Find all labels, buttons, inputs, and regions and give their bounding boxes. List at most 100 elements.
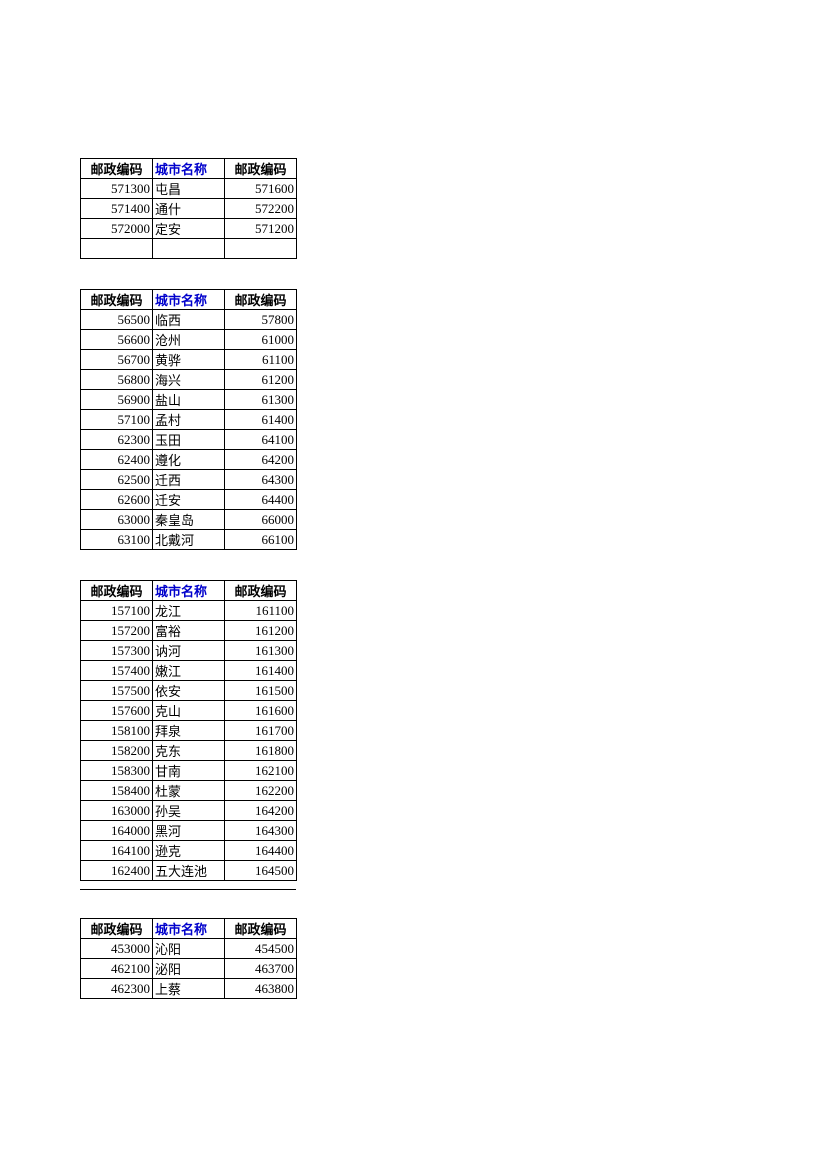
city-name-cell: 杜蒙 — [153, 781, 225, 801]
postal-code-cell: 162200 — [225, 781, 297, 801]
table-row: 158300甘南162100 — [81, 761, 297, 781]
table-row: 56500临西57800 — [81, 310, 297, 330]
postal-code-cell: 62600 — [81, 490, 153, 510]
postal-code-cell: 571600 — [225, 179, 297, 199]
postal-code-cell: 62400 — [81, 450, 153, 470]
city-name-cell: 克山 — [153, 701, 225, 721]
city-name-cell: 泌阳 — [153, 959, 225, 979]
postal-code-cell: 63000 — [81, 510, 153, 530]
postal-code-cell: 158200 — [81, 741, 153, 761]
postal-code-cell: 61100 — [225, 350, 297, 370]
city-name-cell: 上蔡 — [153, 979, 225, 999]
postal-code-cell: 571200 — [225, 219, 297, 239]
postal-code-cell: 454500 — [225, 939, 297, 959]
table-row: 462300上蔡463800 — [81, 979, 297, 999]
postal-code-cell: 66100 — [225, 530, 297, 550]
postal-code-cell: 161400 — [225, 661, 297, 681]
city-name-cell: 拜泉 — [153, 721, 225, 741]
postal-code-cell: 164400 — [225, 841, 297, 861]
postal-code-cell: 61300 — [225, 390, 297, 410]
city-name-cell: 嫩江 — [153, 661, 225, 681]
postal-code-cell: 463700 — [225, 959, 297, 979]
postal-code-cell: 158100 — [81, 721, 153, 741]
postal-code-cell: 61200 — [225, 370, 297, 390]
postal-code-cell: 161300 — [225, 641, 297, 661]
header-postal-code-right: 邮政编码 — [225, 159, 297, 179]
postal-code-cell: 161100 — [225, 601, 297, 621]
table-row: 63100北戴河66100 — [81, 530, 297, 550]
city-name-cell: 龙江 — [153, 601, 225, 621]
header-postal-code-right: 邮政编码 — [225, 919, 297, 939]
header-city-name: 城市名称 — [153, 581, 225, 601]
city-name-cell: 甘南 — [153, 761, 225, 781]
postal-code-cell: 572200 — [225, 199, 297, 219]
postal-code-cell — [81, 239, 153, 259]
table-row: 164000黑河164300 — [81, 821, 297, 841]
postal-code-cell: 158300 — [81, 761, 153, 781]
table-row: 571400通什572200 — [81, 199, 297, 219]
postal-code-cell: 56600 — [81, 330, 153, 350]
postal-code-cell: 57800 — [225, 310, 297, 330]
header-city-name: 城市名称 — [153, 919, 225, 939]
postal-code-cell: 162400 — [81, 861, 153, 881]
table-row: 157300讷河161300 — [81, 641, 297, 661]
header-postal-code-left: 邮政编码 — [81, 581, 153, 601]
postal-code-cell — [225, 239, 297, 259]
postal-code-cell: 161800 — [225, 741, 297, 761]
header-postal-code-right: 邮政编码 — [225, 581, 297, 601]
header-city-name: 城市名称 — [153, 159, 225, 179]
table-row: 56700黄骅61100 — [81, 350, 297, 370]
city-name-cell: 孙吴 — [153, 801, 225, 821]
city-name-cell: 沁阳 — [153, 939, 225, 959]
table-row: 62400遵化64200 — [81, 450, 297, 470]
postal-code-cell: 63100 — [81, 530, 153, 550]
section-divider — [80, 889, 296, 890]
postal-code-cell: 572000 — [81, 219, 153, 239]
table-row: 164100逊克164400 — [81, 841, 297, 861]
city-name-cell: 黄骅 — [153, 350, 225, 370]
postal-code-cell: 161200 — [225, 621, 297, 641]
table-row: 158200克东161800 — [81, 741, 297, 761]
city-name-cell: 通什 — [153, 199, 225, 219]
postal-code-cell: 161700 — [225, 721, 297, 741]
postal-code-cell: 463800 — [225, 979, 297, 999]
postal-code-cell: 161600 — [225, 701, 297, 721]
postal-code-cell: 56900 — [81, 390, 153, 410]
table-row: 62500迁西64300 — [81, 470, 297, 490]
table-row: 62300玉田64100 — [81, 430, 297, 450]
postal-code-cell: 157400 — [81, 661, 153, 681]
postal-code-cell: 462100 — [81, 959, 153, 979]
city-name-cell: 五大连池 — [153, 861, 225, 881]
table-row: 157400嫩江161400 — [81, 661, 297, 681]
city-name-cell: 临西 — [153, 310, 225, 330]
table-row: 163000孙吴164200 — [81, 801, 297, 821]
postal-code-cell: 157200 — [81, 621, 153, 641]
postal-code-cell: 164200 — [225, 801, 297, 821]
city-name-cell: 秦皇岛 — [153, 510, 225, 530]
city-name-cell: 讷河 — [153, 641, 225, 661]
postal-code-cell: 56700 — [81, 350, 153, 370]
city-name-cell: 沧州 — [153, 330, 225, 350]
postal-code-cell: 164100 — [81, 841, 153, 861]
header-postal-code-left: 邮政编码 — [81, 919, 153, 939]
table-header-row: 邮政编码城市名称邮政编码 — [81, 919, 297, 939]
table-row: 62600迁安64400 — [81, 490, 297, 510]
city-name-cell: 迁西 — [153, 470, 225, 490]
header-postal-code-right: 邮政编码 — [225, 290, 297, 310]
table-row: 56600沧州61000 — [81, 330, 297, 350]
postal-code-cell: 64300 — [225, 470, 297, 490]
table-row: 63000秦皇岛66000 — [81, 510, 297, 530]
postal-code-cell: 66000 — [225, 510, 297, 530]
table-row: 157100龙江161100 — [81, 601, 297, 621]
postal-code-cell: 163000 — [81, 801, 153, 821]
postal-code-cell: 571400 — [81, 199, 153, 219]
city-name-cell: 屯昌 — [153, 179, 225, 199]
city-name-cell: 迁安 — [153, 490, 225, 510]
postal-code-cell: 157500 — [81, 681, 153, 701]
postal-code-cell: 64100 — [225, 430, 297, 450]
postal-code-cell: 162100 — [225, 761, 297, 781]
postal-code-cell: 57100 — [81, 410, 153, 430]
table-row: 56800海兴61200 — [81, 370, 297, 390]
header-postal-code-left: 邮政编码 — [81, 290, 153, 310]
table-row: 57100孟村61400 — [81, 410, 297, 430]
